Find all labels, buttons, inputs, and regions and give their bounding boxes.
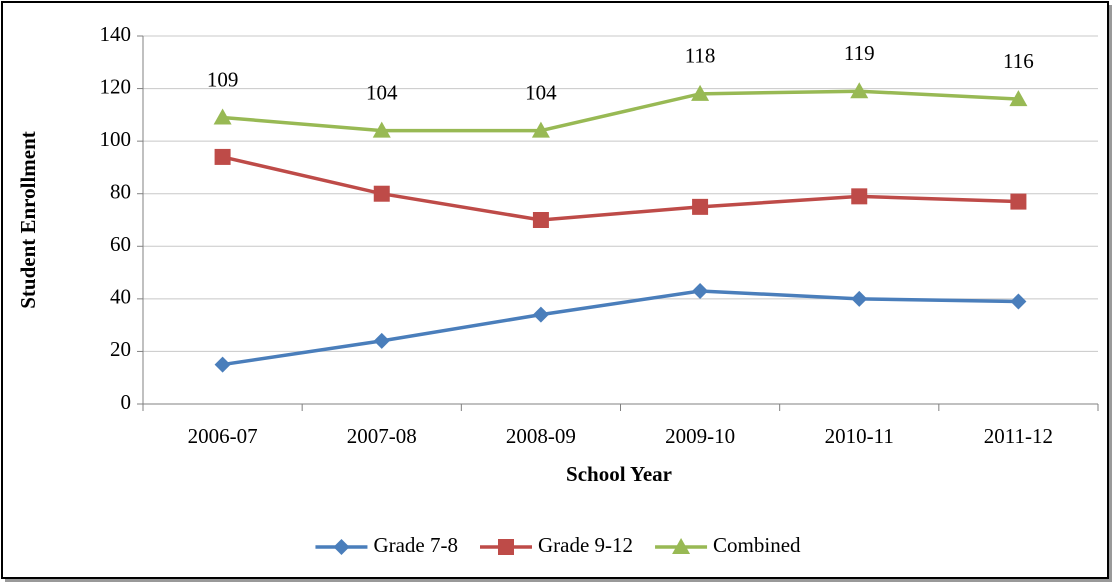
data-label: 104	[525, 80, 557, 104]
x-tick-label: 2010-11	[825, 424, 894, 448]
data-point	[214, 356, 231, 373]
data-point	[851, 188, 868, 205]
legend-item: Grade 9-12	[480, 533, 633, 557]
data-label: 109	[207, 67, 239, 91]
y-tick-label: 80	[110, 180, 131, 204]
series-line	[222, 89, 1019, 133]
x-tick-label: 2009-10	[665, 424, 735, 448]
legend-label: Grade 7-8	[373, 533, 458, 557]
y-tick-label: 60	[110, 232, 131, 256]
data-point	[692, 198, 709, 215]
data-point	[213, 108, 232, 125]
frame	[1, 1, 1109, 579]
data-point	[1009, 90, 1028, 107]
x-axis-title: School Year	[566, 462, 672, 486]
x-tick-label: 2006-07	[188, 424, 258, 448]
data-label: 119	[844, 41, 875, 65]
series-line	[222, 289, 1019, 367]
data-point	[531, 121, 550, 138]
data-label: 104	[366, 80, 398, 104]
y-tick-label: 40	[110, 285, 131, 309]
data-label: 118	[685, 44, 716, 68]
legend-label: Grade 9-12	[538, 533, 633, 557]
x-tick-label: 2008-09	[506, 424, 576, 448]
legend-label: Combined	[713, 533, 801, 557]
data-point	[372, 121, 391, 138]
legend-marker	[333, 539, 350, 555]
data-point	[214, 148, 231, 165]
data-point	[692, 282, 709, 299]
data-label: 116	[1003, 49, 1034, 73]
y-tick-label: 0	[121, 390, 132, 414]
legend-item: Combined	[655, 533, 801, 557]
y-tick-label: 20	[110, 337, 131, 361]
data-point	[850, 82, 869, 99]
data-point	[691, 84, 710, 101]
data-point	[373, 332, 390, 349]
legend-marker	[672, 538, 691, 554]
x-tick-label: 2011-12	[984, 424, 1053, 448]
y-tick-label: 140	[100, 22, 132, 46]
y-tick-label: 120	[100, 74, 132, 98]
data-point	[1010, 193, 1027, 210]
data-point	[851, 290, 868, 307]
data-point	[373, 185, 390, 202]
legend-marker	[498, 539, 514, 555]
x-tick-label: 2007-08	[347, 424, 417, 448]
y-tick-label: 100	[100, 127, 132, 151]
data-point	[532, 306, 549, 323]
y-axis-title: Student Enrollment	[16, 131, 40, 309]
series-line	[222, 155, 1019, 222]
legend-item: Grade 7-8	[315, 533, 458, 557]
data-point	[532, 212, 549, 228]
data-point	[1010, 293, 1027, 310]
